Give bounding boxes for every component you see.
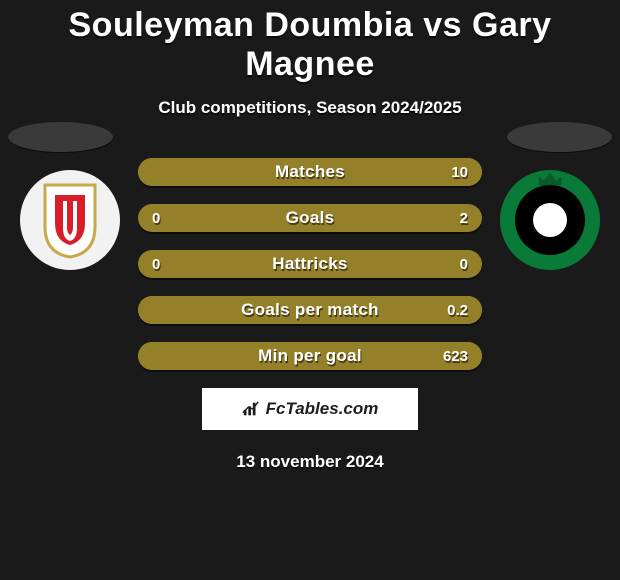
page-subtitle: Club competitions, Season 2024/2025: [0, 98, 620, 118]
stat-label: Min per goal: [138, 342, 482, 370]
stat-right-value: 0: [460, 250, 468, 278]
brand-text: FcTables.com: [266, 399, 379, 419]
bar-chart-icon: [242, 400, 260, 418]
stat-row-goals: 0 Goals 2: [138, 204, 482, 232]
stat-row-goals-per-match: Goals per match 0.2: [138, 296, 482, 324]
stat-right-value: 10: [451, 158, 468, 186]
stat-label: Goals per match: [138, 296, 482, 324]
team-badge-right: [500, 170, 600, 270]
shadow-ellipse-left: [8, 122, 113, 152]
stat-row-min-per-goal: Min per goal 623: [138, 342, 482, 370]
stat-right-value: 0.2: [447, 296, 468, 324]
brand-box[interactable]: FcTables.com: [202, 388, 418, 430]
stat-row-hattricks: 0 Hattricks 0: [138, 250, 482, 278]
cercle-brugge-icon: [515, 185, 585, 255]
shadow-ellipse-right: [507, 122, 612, 152]
stat-label: Hattricks: [138, 250, 482, 278]
team-badge-left: [20, 170, 120, 270]
stats-bars: Matches 10 0 Goals 2 0 Hattricks 0 Goals…: [138, 158, 482, 370]
stat-right-value: 2: [460, 204, 468, 232]
page-title: Souleyman Doumbia vs Gary Magnee: [0, 0, 620, 84]
stat-row-matches: Matches 10: [138, 158, 482, 186]
standard-liege-icon: [41, 181, 99, 259]
comparison-card: Souleyman Doumbia vs Gary Magnee Club co…: [0, 0, 620, 580]
cercle-inner-circle: [533, 203, 567, 237]
stat-label: Matches: [138, 158, 482, 186]
date-text: 13 november 2024: [0, 452, 620, 472]
stat-label: Goals: [138, 204, 482, 232]
stat-right-value: 623: [443, 342, 468, 370]
crown-icon: [537, 171, 563, 187]
